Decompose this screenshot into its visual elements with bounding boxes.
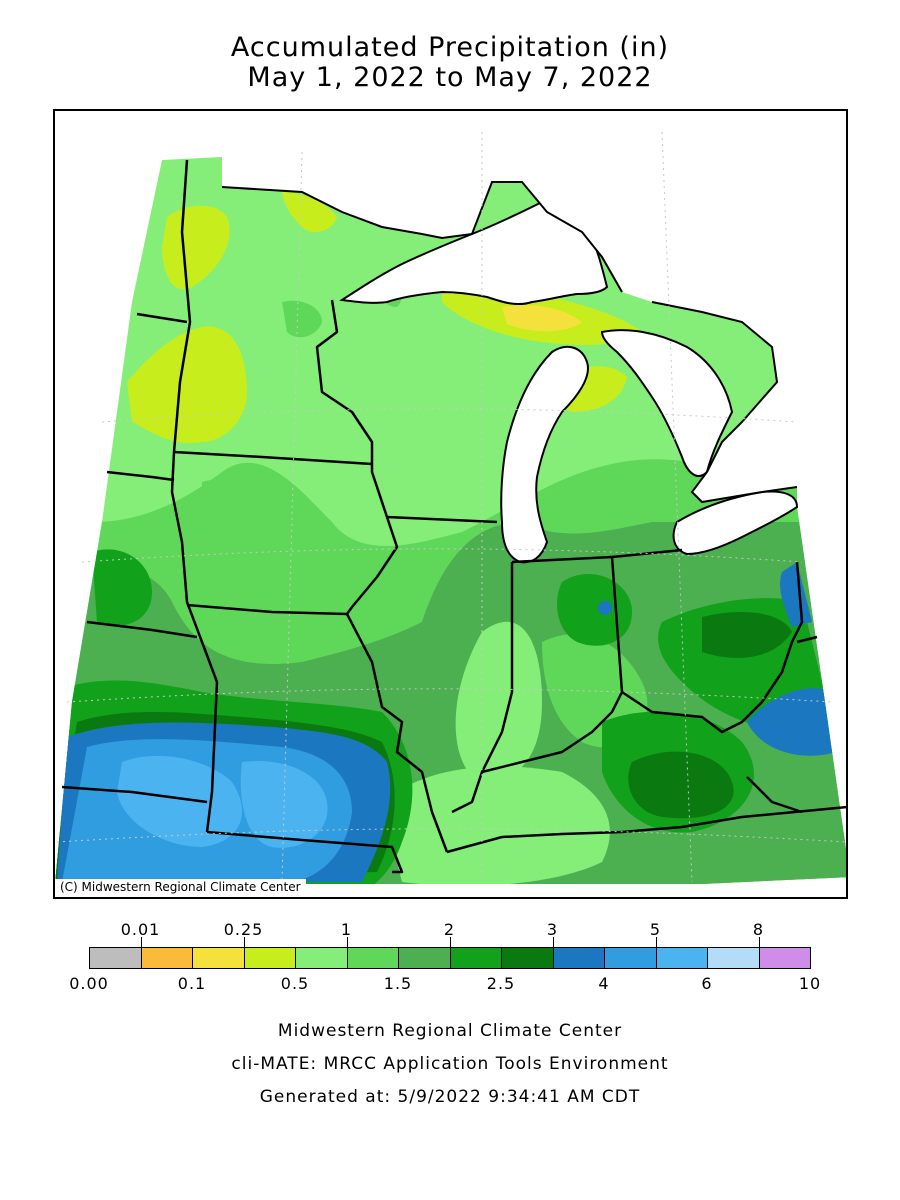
great-lakes <box>339 199 799 564</box>
precip-region-medium-green <box>282 300 322 338</box>
colorbar-bin <box>707 947 760 969</box>
colorbar-bottom-label: 2.5 <box>486 974 516 993</box>
outside-domain <box>162 111 797 502</box>
precipitation-map <box>53 109 848 899</box>
border-ia-mo <box>186 603 348 616</box>
footer-org: Midwestern Regional Climate Center <box>277 1021 623 1041</box>
precip-region-yellow <box>502 305 582 332</box>
colorbar-bottom-label: 0.1 <box>177 974 207 993</box>
border-sd-ne <box>86 620 198 639</box>
colorbar-bottom-label: 4 <box>598 974 610 993</box>
copyright-label: (C) Midwestern Regional Climate Center <box>55 879 306 895</box>
colorbar-top-label: 2 <box>443 920 456 939</box>
colorbar-bin <box>758 947 811 969</box>
colorbar-bin <box>501 947 554 969</box>
colorbar-tick <box>655 937 657 947</box>
border-nd-north <box>136 312 188 324</box>
colorbar-bin <box>552 947 605 969</box>
colorbar-bin <box>655 947 708 969</box>
colorbar-bin <box>140 947 193 969</box>
colorbar-top-label: 0.25 <box>223 920 264 939</box>
border-mo-ar <box>206 830 404 874</box>
colorbar-bin <box>243 947 296 969</box>
colorbar-bin <box>89 947 142 969</box>
precip-region-green <box>557 573 632 646</box>
border-ia-west <box>170 451 219 683</box>
lake-michigan <box>500 345 589 564</box>
border-ks-mo <box>205 681 219 833</box>
border-wi-il <box>386 515 498 524</box>
colorbar-top-label: 0.01 <box>120 920 161 939</box>
border-ohio-river <box>621 561 804 734</box>
colorbar-bin <box>604 947 657 969</box>
precip-region-yellow-green <box>282 192 337 233</box>
colorbar-bin <box>295 947 348 969</box>
precip-region-sky-blue <box>117 755 242 847</box>
colorbar-bin <box>192 947 245 969</box>
map-title: Accumulated Precipitation (in) <box>230 32 670 63</box>
colorbar-top-label: 8 <box>752 920 765 939</box>
precip-region-light-green <box>382 766 610 884</box>
lake-huron <box>600 329 734 477</box>
precip-region-green <box>92 549 152 626</box>
border-il-in <box>451 562 514 814</box>
precip-region-blue <box>598 601 612 615</box>
colorbar-bottom-label: 10 <box>798 974 822 993</box>
colorbar-bin <box>398 947 451 969</box>
border-nd-sd <box>106 470 175 482</box>
border-mn-ia <box>173 450 373 466</box>
colorbar-bottom-label: 0.5 <box>280 974 310 993</box>
colorbar-bin <box>449 947 502 969</box>
precip-region-yellow-green <box>127 326 247 443</box>
border-mn-nd <box>172 159 192 453</box>
map-date-range: May 1, 2022 to May 7, 2022 <box>247 62 653 93</box>
colorbar-bottom-label: 0.00 <box>69 974 109 993</box>
colorbar-tick <box>758 937 760 947</box>
precip-region-blue <box>780 562 812 627</box>
colorbar-tick <box>140 937 142 947</box>
colorbar-bottom-label: 6 <box>701 974 713 993</box>
precip-region-yellow-green <box>162 205 230 290</box>
precip-region-dark-green <box>628 751 734 819</box>
coastlines <box>221 181 798 504</box>
border-mn-wi <box>315 299 389 518</box>
lake-superior <box>339 199 609 306</box>
footer-generated: Generated at: 5/9/2022 9:34:41 AM CDT <box>259 1087 641 1107</box>
precip-region-light-green <box>455 621 542 782</box>
border-mississippi <box>345 516 449 853</box>
border-pa <box>796 635 818 644</box>
colorbar-tick <box>243 937 245 947</box>
footer-tool: cli-MATE: MRCC Application Tools Environ… <box>231 1054 669 1074</box>
border-ne-ks <box>61 785 208 804</box>
precip-region-medium-green <box>202 480 252 563</box>
colorbar-tick <box>552 937 554 947</box>
precip-region-dark-green <box>702 612 792 658</box>
border-in-ky <box>481 691 624 774</box>
graticule <box>56 131 846 883</box>
colorbar-top-label: 3 <box>546 920 559 939</box>
colorbar-top-label: 5 <box>649 920 662 939</box>
colorbar-tick <box>346 937 348 947</box>
border-wv <box>746 776 803 814</box>
colorbar-bin <box>346 947 399 969</box>
precip-region-sky-blue <box>240 761 328 848</box>
colorbar-tick <box>449 937 451 947</box>
precip-region-blue <box>747 688 837 756</box>
colorbar-bottom-label: 1.5 <box>383 974 413 993</box>
colorbar-top-label: 1 <box>340 920 353 939</box>
